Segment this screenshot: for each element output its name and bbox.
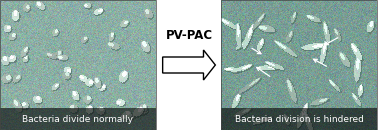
Polygon shape — [163, 50, 215, 80]
Bar — [221, 108, 377, 130]
Bar — [0, 0, 156, 130]
Text: Bacteria divide normally: Bacteria divide normally — [23, 115, 133, 124]
Bar — [221, 0, 377, 130]
Text: Bacteria division is hindered: Bacteria division is hindered — [235, 115, 363, 124]
Bar — [0, 108, 156, 130]
Text: PV-PAC: PV-PAC — [166, 29, 212, 42]
